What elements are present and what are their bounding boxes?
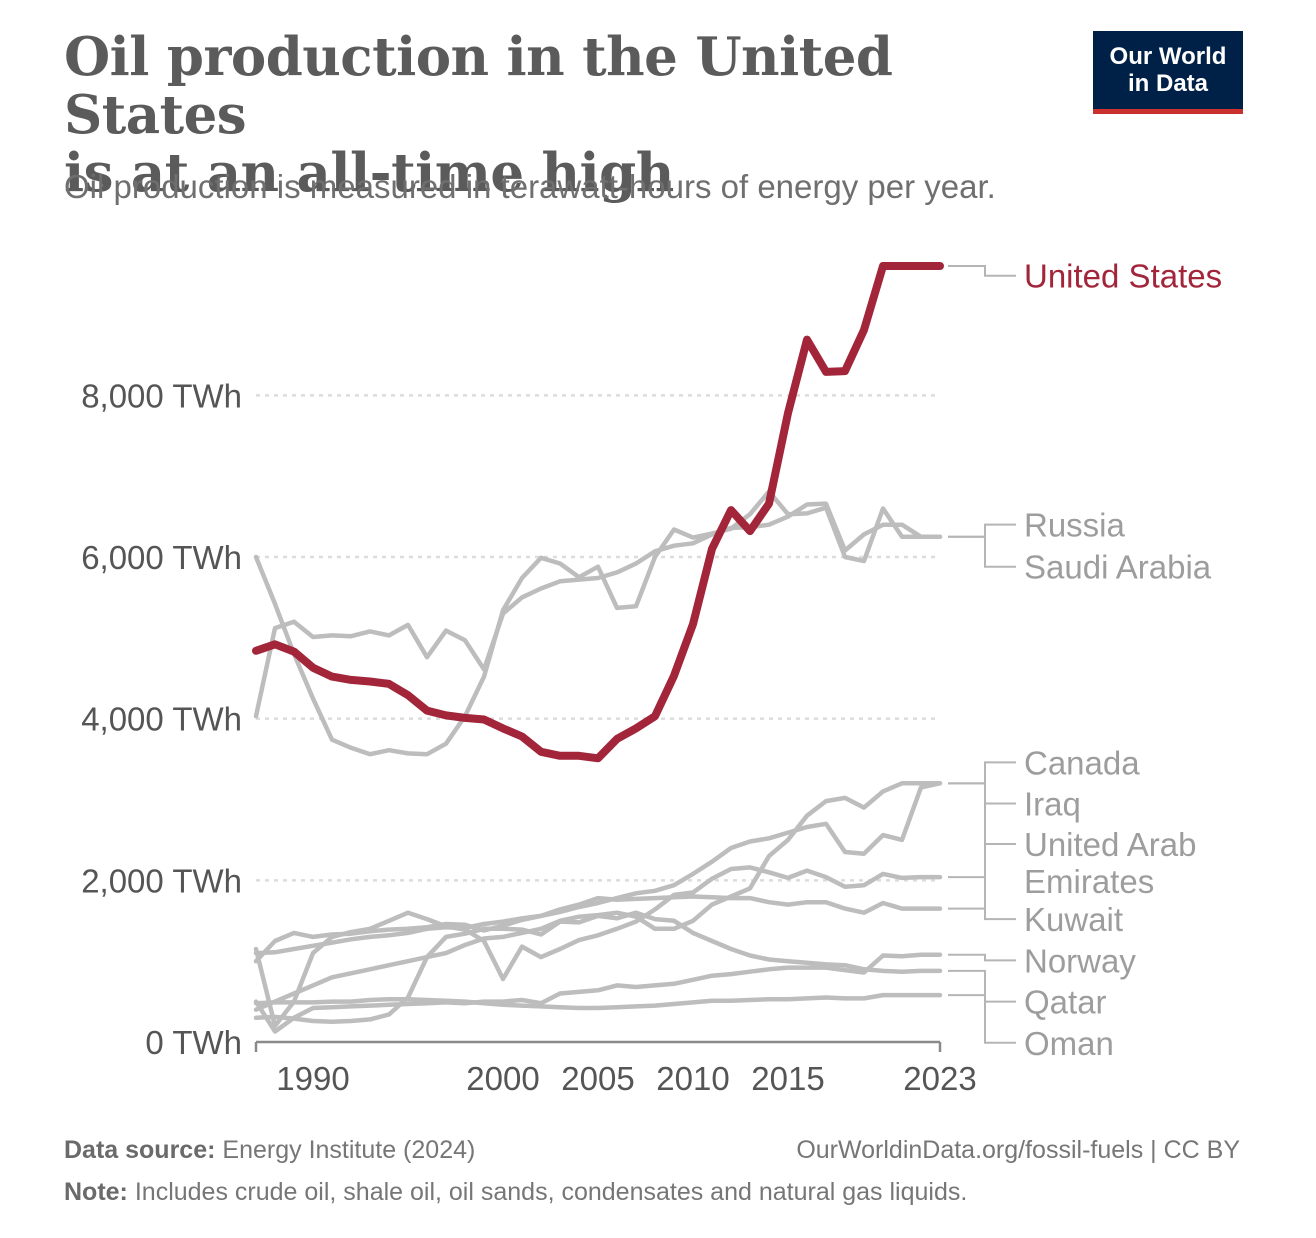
gridlines <box>256 394 940 882</box>
owid-logo[interactable]: Our World in Data <box>1093 31 1243 114</box>
series-line-united-arab-emirates[interactable] <box>253 894 943 964</box>
chart-title-line-2: is at an all-time high <box>64 142 674 204</box>
series-label-iraq: Iraq <box>1024 786 1081 823</box>
series-label-united-states: United States <box>1024 258 1222 295</box>
source-url-link[interactable]: OurWorldinData.org/fossil-fuels | CC BY <box>796 1136 1240 1164</box>
label-connector-iraq <box>948 802 1016 879</box>
label-connector-kuwait <box>948 782 1016 921</box>
note-label: Note: <box>64 1178 128 1206</box>
series-line-qatar[interactable] <box>253 910 943 1025</box>
label-connector-russia <box>948 523 1016 538</box>
y-tick-label: 8,000 TWh <box>81 377 242 414</box>
series-lines <box>252 262 944 1034</box>
data-source-text: Energy Institute (2024) <box>222 1136 476 1164</box>
series-line-iraq[interactable] <box>253 865 943 1029</box>
y-tick-label: 4,000 TWh <box>81 701 242 738</box>
series-labels: United States Russia Saudi Arabia Canada Ira… <box>948 258 1222 1062</box>
series-line-canada[interactable] <box>253 781 943 956</box>
label-connector-qatar <box>948 969 1016 1003</box>
series-label-oman: Oman <box>1024 1025 1114 1062</box>
x-tick-label: 1990 <box>276 1060 349 1097</box>
series-line-saudi-arabia[interactable] <box>253 501 943 719</box>
chart-subtitle: Oil production is measured in terawatt-h… <box>64 168 996 205</box>
data-source-label: Data source: <box>64 1136 216 1164</box>
series-line-united-states[interactable] <box>252 262 944 763</box>
series-label-united-arab-emirates: United Arab <box>1024 826 1196 863</box>
label-connector-canada <box>948 761 1016 785</box>
series-line-norway[interactable] <box>253 952 943 1034</box>
logo-line-2: in Data <box>1127 70 1208 97</box>
axes: 0 TWh 2,000 TWh 4,000 TWh 6,000 TWh 8,000 TW… <box>81 377 977 1097</box>
logo-line-1: Our World <box>1109 43 1227 70</box>
x-tick-label: 2015 <box>751 1060 824 1097</box>
x-tick-label: 2023 <box>903 1060 976 1097</box>
label-connector-oman <box>948 994 1016 1044</box>
series-label-united-arab-emirates-line-2: Emirates <box>1024 863 1154 900</box>
series-label-kuwait: Kuwait <box>1024 901 1123 938</box>
label-connector-saudi-arabia <box>948 535 1016 568</box>
series-label-russia: Russia <box>1024 507 1126 544</box>
x-tick-label: 2010 <box>656 1060 729 1097</box>
series-label-canada: Canada <box>1024 744 1140 781</box>
series-label-norway: Norway <box>1024 942 1136 979</box>
label-connector-norway <box>948 953 1016 962</box>
x-tick-label: 2000 <box>466 1060 539 1097</box>
data-source: Data source: Energy Institute (2024) <box>64 1136 475 1165</box>
chart-title-line-1: Oil production in the United States <box>64 26 893 146</box>
y-tick-label: 0 TWh <box>145 1024 242 1061</box>
note-text: Includes crude oil, shale oil, oil sands… <box>134 1178 968 1206</box>
series-label-saudi-arabia: Saudi Arabia <box>1024 549 1212 586</box>
label-connector-united-states <box>948 265 1016 277</box>
series-line-oman[interactable] <box>253 992 943 1011</box>
y-tick-label: 2,000 TWh <box>81 862 242 899</box>
y-tick-label: 6,000 TWh <box>81 539 242 576</box>
chart-title: Oil production in the United States is a… <box>64 28 1024 202</box>
chart-note: Note: Includes crude oil, shale oil, oil… <box>64 1178 967 1207</box>
x-tick-label: 2005 <box>561 1060 634 1097</box>
series-label-qatar: Qatar <box>1024 984 1107 1021</box>
